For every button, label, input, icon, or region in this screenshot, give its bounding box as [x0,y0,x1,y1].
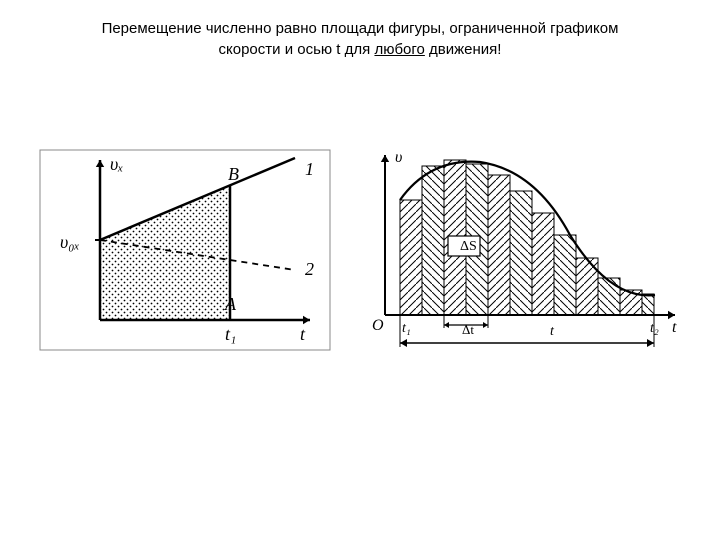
svg-text:1: 1 [305,159,314,179]
svg-text:A: A [224,294,237,314]
title-underline: любого [374,41,424,58]
svg-text:t: t [300,324,306,344]
svg-text:Δt: Δt [462,322,474,337]
svg-text:υₓ: υₓ [110,154,123,174]
svg-text:2: 2 [305,259,314,279]
svg-text:υ₀ₓ: υ₀ₓ [60,232,80,252]
svg-text:t₂: t₂ [650,321,659,336]
svg-text:t: t [672,319,677,336]
svg-text:t₁: t₁ [402,321,411,336]
svg-text:t: t [550,324,555,339]
svg-text:B: B [228,164,239,184]
right-diagram: υ t Ot₁ t₂ ΔS Δt t [360,140,690,365]
svg-text:t₁: t₁ [225,324,236,344]
diagrams-row: υₓ t υ₀ₓ B At₁ 1 2 υ t Ot₁ t₂ ΔS Δt t [0,140,720,365]
title-line2-pre: скорости и осью t для [219,41,375,58]
svg-text:O: O [372,317,384,334]
left-diagram: υₓ t υ₀ₓ B At₁ 1 2 [30,140,340,365]
page-title: Перемещение численно равно площади фигур… [0,0,720,60]
title-line1: Перемещение численно равно площади фигур… [102,20,619,37]
svg-text:ΔS: ΔS [460,239,477,254]
svg-text:υ: υ [395,149,402,166]
title-line2-post: движения! [425,41,502,58]
